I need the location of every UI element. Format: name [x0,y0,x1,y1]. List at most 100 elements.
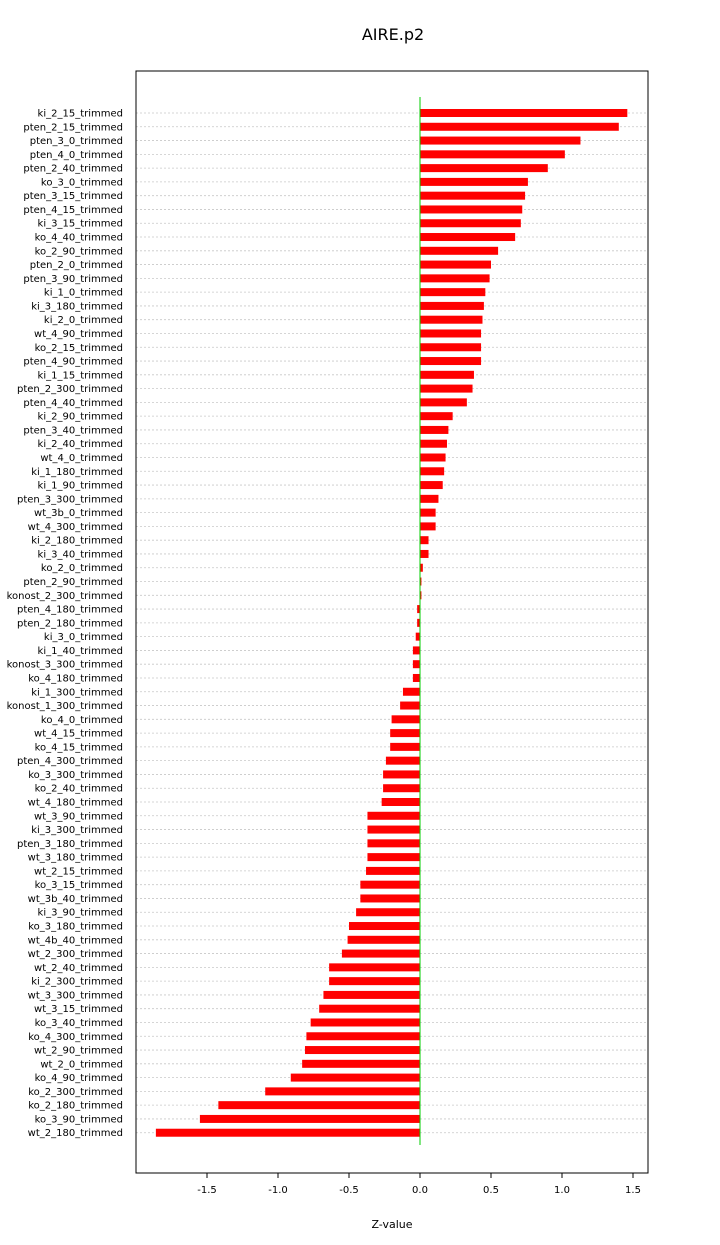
category-label: wt_3b_40_trimmed [28,894,123,905]
bar [390,742,420,751]
bar [329,963,420,972]
category-label: konost_3_300_trimmed [7,660,123,671]
bar [420,481,443,490]
bar [420,563,423,572]
bar [420,288,486,297]
bar [420,494,439,503]
category-label: ko_3_15_trimmed [35,880,123,891]
category-label: ko_3_300_trimmed [28,770,123,781]
x-tick-label: 1.5 [625,1185,641,1196]
chart-title: AIRE.p2 [362,25,424,44]
bar [420,412,453,421]
plot-frame [135,70,649,1174]
bar [360,894,420,903]
category-label: pten_4_300_trimmed [17,756,123,767]
category-label: wt_2_0_trimmed [40,1059,123,1070]
bar [360,880,420,889]
category-label: pten_4_40_trimmed [23,398,123,409]
x-tick-label: -1.0 [268,1185,288,1196]
category-label: ki_2_0_trimmed [44,315,123,326]
bar [420,191,526,200]
category-label: wt_3_15_trimmed [34,1004,123,1015]
category-label: pten_2_180_trimmed [17,618,123,629]
bar [199,1114,420,1123]
x-tick-label: 0.0 [412,1185,428,1196]
bar [402,687,420,696]
category-label: wt_3_300_trimmed [28,990,123,1001]
bar [420,425,449,434]
bar [420,219,521,228]
category-label: ko_4_40_trimmed [35,233,123,244]
bar [420,177,528,186]
category-label: pten_3_300_trimmed [17,494,123,505]
bar [420,467,445,476]
bar [412,660,420,669]
category-label: wt_4_15_trimmed [34,729,123,740]
category-label: pten_3_180_trimmed [17,839,123,850]
category-label: pten_2_90_trimmed [23,577,123,588]
bar [420,384,473,393]
x-axis: -1.5 -1.0 -0.5 0.0 0.5 1.0 1.5 [197,1173,641,1196]
bar [420,577,422,586]
category-label: wt_3b_0_trimmed [34,508,123,519]
bar [218,1101,420,1110]
category-label: ko_2_15_trimmed [35,343,123,354]
category-label: pten_2_15_trimmed [23,122,123,133]
category-label: ko_3_90_trimmed [35,1114,123,1125]
category-label: konost_2_300_trimmed [7,591,123,602]
bar [412,673,420,682]
bar [356,908,420,917]
category-label: pten_2_0_trimmed [30,260,123,271]
category-label: pten_2_300_trimmed [17,384,123,395]
bar [341,949,420,958]
bar [329,977,420,986]
category-label: ki_1_0_trimmed [44,288,123,299]
category-label: ki_3_0_trimmed [44,632,123,643]
category-label: ko_2_40_trimmed [35,784,123,795]
bar [383,770,420,779]
category-label: wt_2_180_trimmed [28,1128,123,1139]
category-label: ki_3_15_trimmed [38,219,123,230]
bar [420,164,548,173]
category-label: pten_4_90_trimmed [23,357,123,368]
category-label: ki_2_90_trimmed [38,412,123,423]
bar [420,357,482,366]
category-label: ko_2_90_trimmed [35,246,123,257]
category-label: ko_4_300_trimmed [28,1032,123,1043]
bar [381,798,420,806]
category-label: ko_3_40_trimmed [35,1018,123,1029]
category-label: ko_4_180_trimmed [28,673,123,684]
bar [367,825,420,834]
bar [290,1073,420,1082]
bar [367,839,420,848]
bar [155,1128,420,1137]
bar [302,1059,420,1068]
category-label: ko_3_180_trimmed [28,922,123,933]
bar [420,122,619,131]
category-label: pten_2_40_trimmed [23,164,123,175]
category-label: ko_3_0_trimmed [41,177,123,188]
bar [420,370,474,379]
bar [383,784,420,793]
category-label: ki_2_180_trimmed [31,536,123,547]
category-label: ki_2_15_trimmed [38,109,123,120]
bar [420,522,436,531]
bar [420,246,499,255]
bar [367,811,420,820]
bar [415,632,420,641]
category-label: ki_2_40_trimmed [38,439,123,450]
bar [349,922,420,931]
category-label: pten_4_0_trimmed [30,150,123,161]
x-tick-label: -0.5 [339,1185,359,1196]
category-label: pten_3_90_trimmed [23,274,123,285]
bar [390,729,420,738]
x-axis-label: Z-value [371,1218,412,1231]
category-label: wt_2_90_trimmed [34,1046,123,1057]
bar [420,536,429,545]
category-label: ko_2_300_trimmed [28,1087,123,1098]
bar [420,301,484,310]
category-label: ki_1_90_trimmed [38,481,123,492]
bar [420,453,446,462]
bar [420,205,523,214]
